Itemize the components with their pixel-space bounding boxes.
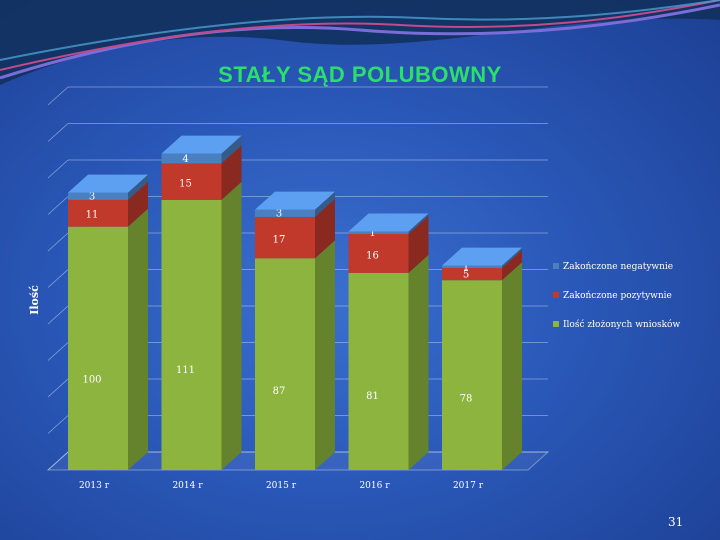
bar-segment (348, 272, 409, 470)
gridline-depth (47, 196, 69, 215)
gridline-depth (47, 86, 69, 106)
gridline-depth (47, 269, 69, 288)
gridline-depth (47, 232, 69, 252)
bar-top (255, 191, 335, 210)
data-label: 1 (369, 228, 375, 239)
data-label: 1 (463, 262, 469, 273)
data-label: 87 (273, 386, 286, 397)
bar-segment (348, 231, 409, 234)
bar-segment (442, 268, 502, 281)
data-label: 15 (179, 178, 192, 189)
bar-top (442, 247, 522, 266)
x-tick-label: 2016 r (359, 481, 390, 491)
data-label: 100 (82, 374, 101, 385)
x-tick-label: 2017 r (453, 481, 484, 491)
bar-segment-side (502, 247, 522, 269)
data-label: 3 (276, 209, 282, 220)
bar-segment-side (315, 240, 335, 470)
gridline-depth (47, 415, 69, 434)
data-label: 16 (366, 250, 379, 261)
bar-segment-side (408, 254, 429, 470)
bar-top (161, 135, 242, 154)
x-tick-label: 2013 r (79, 481, 110, 491)
bar-segment-side (315, 198, 335, 259)
bar-segment (68, 226, 128, 470)
slide-title: STAŁY SĄD POLUBOWNY (218, 62, 502, 87)
bar-segment-side (128, 208, 148, 470)
bar-segment (442, 280, 502, 470)
bar-segment (68, 199, 128, 227)
bar-segment-side (221, 145, 242, 200)
bar-segment-side (128, 174, 148, 200)
bar-segment-side (502, 250, 522, 281)
gridline-depth (47, 451, 69, 471)
data-label: 11 (86, 210, 99, 221)
data-label: 17 (273, 235, 286, 246)
legend-swatch (553, 292, 559, 298)
decorative-top-band (0, 0, 720, 85)
bar-segment-side (315, 191, 335, 217)
gridline-depth (47, 342, 69, 361)
bar-segment (442, 265, 502, 269)
data-label: 111 (176, 365, 195, 376)
data-label: 78 (460, 394, 473, 405)
bar-segment (161, 199, 222, 470)
data-label: 4 (182, 154, 188, 165)
bar-segment (255, 216, 315, 259)
legend-swatch (553, 263, 559, 269)
page-number: 31 (668, 515, 684, 529)
y-axis-label: Ilość (28, 285, 41, 315)
bar-segment (161, 153, 222, 164)
bar-segment (255, 258, 315, 470)
bar-top (68, 174, 148, 193)
bar-segment-side (408, 215, 429, 273)
gridline-depth (47, 159, 69, 179)
legend-entry: Ilość złożonych wniosków (563, 319, 680, 330)
legend-entry: Zakończone pozytywnie (563, 290, 672, 301)
bar-segment (255, 209, 315, 217)
bar-segment-side (128, 181, 148, 227)
legend-entry: Zakończone negatywnie (563, 261, 673, 272)
x-tick-label: 2015 r (266, 481, 297, 491)
bar-segment (161, 163, 222, 200)
gridline-depth (47, 305, 69, 325)
legend-swatch (553, 321, 559, 327)
bar-segment-side (408, 213, 429, 234)
data-label: 81 (366, 391, 379, 402)
bar-segment-side (221, 135, 242, 164)
data-label: 3 (89, 192, 95, 203)
bar-segment (68, 192, 128, 200)
bar-segment-side (221, 181, 242, 470)
bar-segment-side (502, 262, 522, 470)
bar-segment (348, 233, 409, 273)
gridline-depth (47, 123, 69, 142)
bar-top (348, 213, 429, 232)
data-label: 5 (463, 270, 469, 281)
gridline-depth (47, 378, 69, 398)
x-tick-label: 2014 r (172, 481, 203, 491)
